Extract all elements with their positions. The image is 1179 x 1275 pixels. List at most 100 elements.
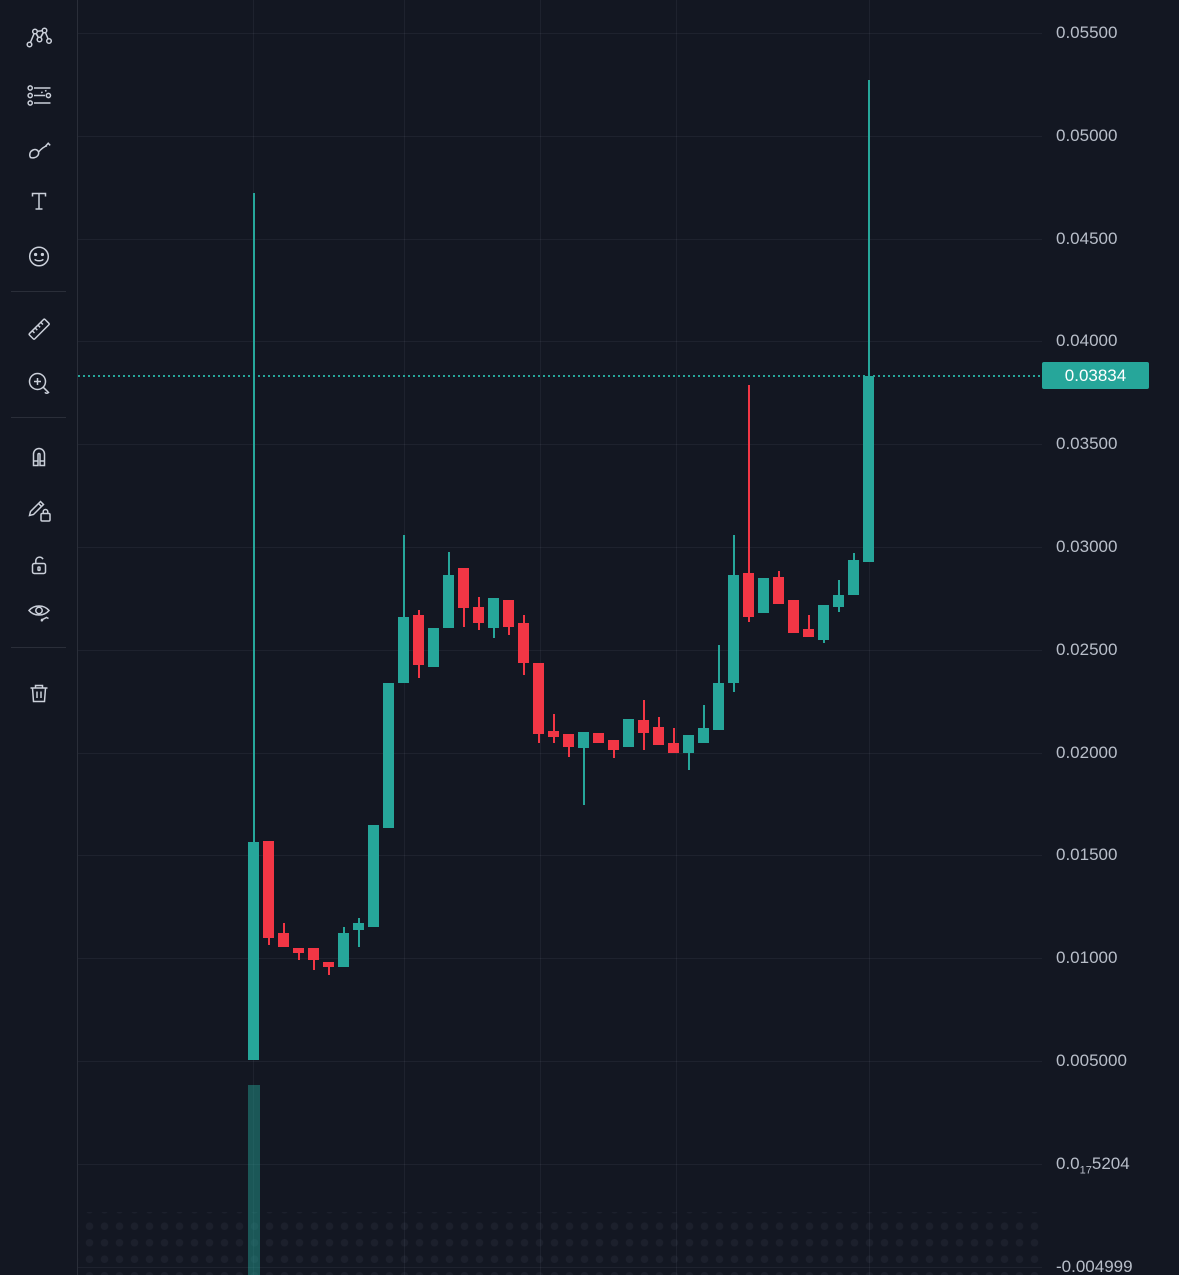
- candle-wick: [717, 644, 720, 683]
- emoji-icon[interactable]: [19, 236, 59, 276]
- candle-body: [458, 567, 469, 608]
- price-tick-label: 0.005000: [1056, 1051, 1127, 1070]
- candle-body: [653, 726, 664, 745]
- candle-body: [368, 824, 379, 927]
- gridline-h: [78, 1163, 1042, 1165]
- gridline-v: [676, 0, 677, 1275]
- zoom-in-icon[interactable]: [19, 363, 59, 403]
- candle-body: [773, 576, 784, 604]
- drawing-toolbar: [0, 0, 78, 1275]
- gridline-v: [869, 0, 870, 1275]
- magnet-icon[interactable]: [19, 435, 59, 475]
- price-tick-label: 0.01000: [1056, 948, 1118, 968]
- candle-body: [293, 947, 304, 953]
- candle-body: [638, 719, 649, 733]
- candle-body: [308, 947, 319, 960]
- candle-wick: [867, 79, 870, 376]
- candle-body: [263, 840, 274, 938]
- candle-body: [398, 616, 409, 683]
- candle-wick: [822, 639, 825, 643]
- candle-body: [743, 572, 754, 617]
- candle-wick: [312, 959, 315, 970]
- toolbar-divider: [11, 417, 66, 418]
- candle-wick: [537, 733, 540, 743]
- candle-body: [593, 732, 604, 743]
- candle-body: [758, 577, 769, 613]
- trash-icon[interactable]: [19, 673, 59, 713]
- candle-body: [353, 922, 364, 930]
- gridline-h: [78, 958, 1042, 960]
- candle-wick: [282, 922, 285, 933]
- candle-body: [488, 597, 499, 628]
- candle-wick: [642, 732, 645, 750]
- candle-wick: [732, 682, 735, 692]
- current-price-dotted-line: [78, 374, 1042, 377]
- candle-body: [848, 559, 859, 595]
- candle-wick: [267, 937, 270, 945]
- candle-wick: [552, 713, 555, 731]
- candle-wick: [507, 626, 510, 635]
- candle-body: [548, 730, 559, 737]
- measure-ruler-icon[interactable]: [19, 309, 59, 349]
- candle-wick: [252, 192, 255, 842]
- candle-wick: [807, 614, 810, 629]
- drawing-lock-icon[interactable]: [19, 490, 59, 530]
- candle-wick: [732, 534, 735, 575]
- candle-body: [443, 574, 454, 628]
- toolbar-divider: [11, 647, 66, 648]
- candle-body: [278, 932, 289, 947]
- lock-icon[interactable]: [19, 545, 59, 585]
- price-tick-label: 0.02000: [1056, 742, 1118, 762]
- candle-wick: [357, 917, 360, 923]
- current-price-badge: 0.03834: [1042, 362, 1149, 389]
- price-tick-label: 0.03000: [1056, 537, 1118, 556]
- candle-wick: [522, 614, 525, 623]
- price-tick-label: 0.0175204: [1056, 1153, 1130, 1177]
- candle-wick: [687, 752, 690, 770]
- candle-body: [248, 841, 259, 1060]
- candle-body: [833, 594, 844, 607]
- candle-body: [428, 627, 439, 667]
- candle-wick: [522, 662, 525, 675]
- gridline-h: [78, 855, 1042, 857]
- price-tick-label: 0.05500: [1056, 23, 1118, 42]
- gridline-h: [78, 238, 1042, 240]
- candle-wick: [447, 551, 450, 575]
- candle-wick: [417, 609, 420, 615]
- candle-body: [473, 606, 484, 623]
- gridline-h: [78, 547, 1042, 548]
- gridline-h: [78, 341, 1042, 343]
- candle-wick: [297, 952, 300, 960]
- candle-body: [578, 731, 589, 748]
- text-tool-icon[interactable]: [19, 181, 59, 221]
- chart-pane[interactable]: [78, 0, 1042, 1275]
- gridline-h: [78, 33, 1042, 34]
- bottom-dot-pattern: [78, 1212, 1042, 1275]
- candle-wick: [567, 746, 570, 757]
- fib-retracement-icon[interactable]: [19, 75, 59, 115]
- candle-wick: [702, 704, 705, 728]
- candle-wick: [612, 749, 615, 758]
- xabcd-pattern-icon[interactable]: [19, 18, 59, 58]
- candle-body: [518, 622, 529, 663]
- candle-wick: [777, 570, 780, 577]
- price-axis[interactable]: 0.05500 0.05000 0.04500 0.04000 0.03500 0.030…: [1042, 0, 1179, 1275]
- gridline-h: [78, 1266, 1042, 1268]
- gridline-h: [78, 752, 1042, 754]
- candle-body: [713, 682, 724, 730]
- candle-wick: [657, 716, 660, 727]
- price-tick-label: 0.03500: [1056, 434, 1118, 454]
- clipped-tool-icon[interactable]: [19, 0, 59, 4]
- price-tick-label: 0.02500: [1056, 639, 1118, 659]
- gridline-h: [78, 1061, 1042, 1062]
- candle-wick: [492, 627, 495, 638]
- candle-body: [383, 682, 394, 828]
- price-tick-label: 0.01500: [1056, 845, 1118, 865]
- hide-drawings-eye-icon[interactable]: [19, 592, 59, 632]
- candle-wick: [837, 579, 840, 595]
- candle-wick: [837, 606, 840, 612]
- brush-icon[interactable]: [19, 130, 59, 170]
- gridline-h: [78, 444, 1042, 446]
- candle-body: [683, 734, 694, 753]
